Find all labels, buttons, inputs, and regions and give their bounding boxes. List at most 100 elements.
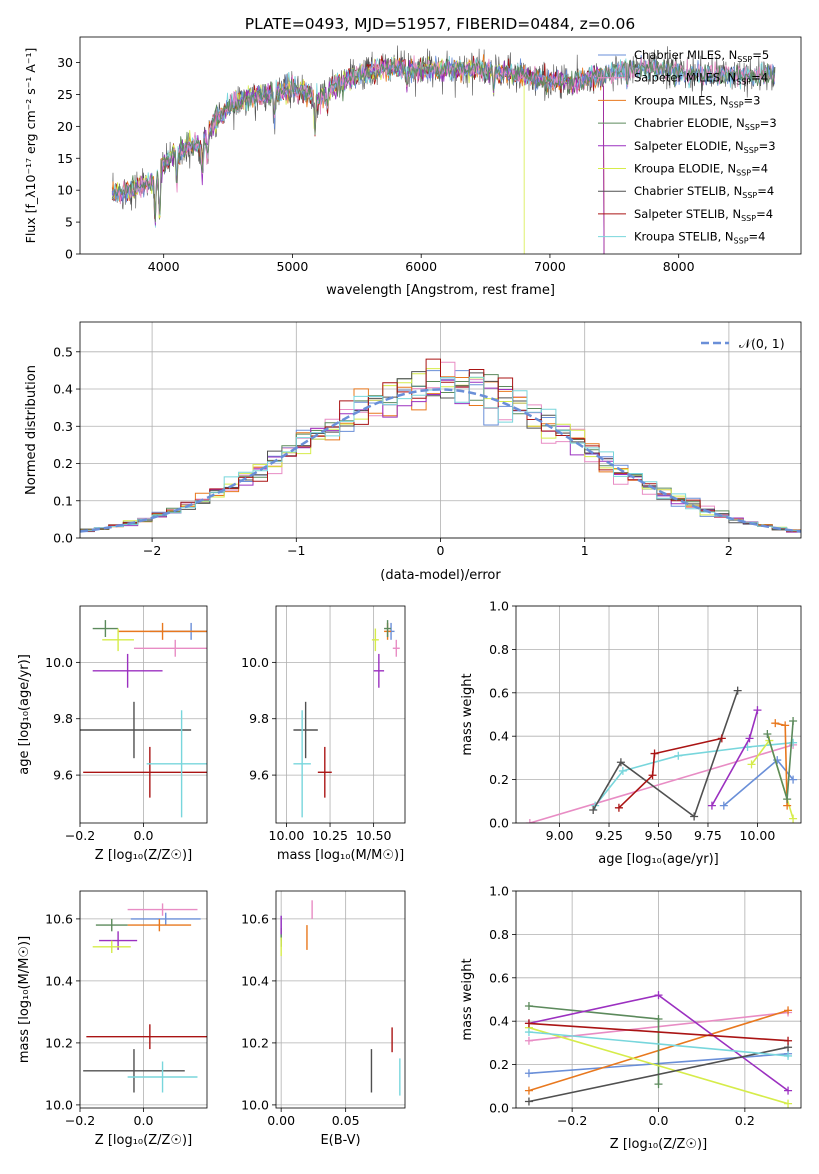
legend-suffix: =5	[752, 48, 769, 62]
y-tick-label: 0.4	[489, 1014, 509, 1029]
legend-text: Chabrier MILES, N	[634, 48, 737, 62]
y-axis-label: mass weight	[460, 673, 475, 755]
x-tick-label: 0	[437, 543, 445, 558]
y-tick-label: 0	[65, 247, 73, 262]
weight-line	[528, 1031, 789, 1057]
y-tick-label: 0.6	[489, 970, 509, 985]
weight-marker	[524, 1028, 533, 1037]
x-tick-label: 4000	[148, 259, 180, 274]
plot-frame	[79, 890, 208, 1109]
x-tick-label: −0.2	[65, 1113, 95, 1128]
plot-area	[293, 620, 400, 818]
y-tick-label: 10.2	[241, 1035, 269, 1050]
x-axis-label: Z [log₁₀(Z/Z☉)]	[610, 1137, 707, 1152]
x-tick-label: 10.25	[312, 828, 348, 843]
weight-marker	[524, 1069, 533, 1078]
legend-entry: Salpeter STELIB, NSSP=4	[634, 207, 773, 223]
weight-line	[528, 1046, 789, 1103]
legend-entry: Kroupa MILES, NSSP=3	[634, 93, 760, 109]
normal-curve	[80, 388, 801, 533]
plot-frame	[515, 890, 802, 1109]
weight-marker	[648, 771, 657, 780]
weight-marker	[589, 805, 598, 814]
weight-marker	[654, 1080, 663, 1089]
weight-marker	[616, 758, 625, 767]
mass-weight-vs-metallicity-panel: −0.2 0.0 0.2 0.0 0.2 0.4 0.6 0.8 1.0 Z [log₁₀(Z/Z…	[460, 884, 802, 1152]
x-tick-label: 9.50	[645, 828, 673, 843]
x-tick-label: −0.2	[557, 1113, 587, 1128]
y-tick-label: 10.0	[241, 655, 269, 670]
legend-suffix: =4	[756, 207, 773, 221]
x-axis-label: Z [log₁₀(Z/Z☉)]	[95, 1133, 192, 1148]
y-tick-label: 9.6	[53, 768, 73, 783]
weight-marker	[745, 734, 754, 743]
legend-text: Kroupa ELODIE, N	[634, 162, 736, 176]
plot-area	[111, 45, 776, 254]
weight-marker	[771, 719, 780, 728]
weight-marker	[524, 1036, 533, 1045]
weight-marker	[783, 795, 792, 804]
y-tick-label: 0.3	[53, 419, 73, 434]
weight-marker	[650, 749, 659, 758]
y-tick-label: 0.6	[489, 685, 509, 700]
plot-area	[80, 358, 801, 533]
y-tick-label: 10.0	[45, 1097, 73, 1112]
legend-subscript: SSP	[729, 100, 744, 109]
x-tick-label: 0.0	[649, 1113, 669, 1128]
figure-title: PLATE=0493, MJD=51957, FIBERID=0484, z=0…	[245, 15, 635, 33]
weight-marker	[614, 803, 623, 812]
y-tick-label: 0.0	[489, 816, 509, 831]
legend-subscript: SSP	[734, 237, 749, 246]
y-tick-label: 10.0	[241, 1097, 269, 1112]
spectrum-line	[111, 57, 775, 222]
age-vs-mass-panel: 10.00 10.25 10.50 9.6 9.8 10.0 mass [log₁₀(M/M…	[241, 605, 406, 863]
legend-subscript: SSP	[736, 169, 751, 178]
x-tick-label: 0.2	[735, 1113, 755, 1128]
y-tick-label: 0.8	[489, 927, 509, 942]
y-tick-label: 9.8	[249, 711, 269, 726]
weight-marker	[789, 814, 798, 823]
y-tick-label: 0.5	[53, 344, 73, 359]
y-tick-label: 10	[57, 183, 73, 198]
x-tick-label: 0.0	[134, 1113, 154, 1128]
mass-vs-metallicity-panel: −0.2 0.0 10.0 10.2 10.4 10.6 Z [log₁₀(Z/Z☉)] ma…	[17, 890, 208, 1148]
weight-marker	[654, 1015, 663, 1024]
x-tick-label: 6000	[405, 259, 437, 274]
weight-marker	[781, 721, 790, 730]
x-tick-label: 9.00	[546, 828, 574, 843]
y-tick-label: 0.2	[489, 1057, 509, 1072]
y-axis-label: Flux [f_λ10⁻¹⁷ erg cm⁻² s⁻¹ A⁻¹]	[23, 48, 38, 244]
legend-entry: Kroupa ELODIE, NSSP=4	[634, 162, 768, 178]
y-tick-label: 0.2	[489, 772, 509, 787]
weight-line	[592, 690, 739, 818]
legend-text: Salpeter STELIB, N	[634, 207, 741, 221]
plot-frame	[275, 890, 406, 1109]
weight-marker	[784, 1086, 793, 1095]
legend-suffix: =3	[744, 93, 761, 107]
x-tick-label: 10.00	[740, 828, 776, 843]
x-axis-label: Z [log₁₀(Z/Z☉)]	[95, 848, 192, 863]
weight-marker	[789, 717, 798, 726]
legend-entry: Chabrier ELODIE, NSSP=3	[634, 116, 777, 132]
mass-weight-vs-age-panel: 9.00 9.25 9.50 9.75 10.00 0.0 0.2 0.4 0.6 0.8 1.0 a…	[460, 599, 802, 867]
x-tick-label: 5000	[277, 259, 309, 274]
y-tick-label: 15	[57, 151, 73, 166]
x-axis-label: mass [log₁₀(M/M☉)]	[277, 848, 404, 863]
x-tick-label: 0.00	[267, 1113, 295, 1128]
weight-marker	[747, 760, 756, 769]
histogram-panel: −2 −1 0 1 2 0.0 0.1 0.2 0.3 0.4 0.5 (data-model)/er…	[24, 321, 802, 583]
y-tick-label: 0.0	[53, 531, 73, 546]
plot-area	[80, 620, 207, 818]
plot-frame	[79, 36, 802, 255]
weight-marker	[717, 734, 726, 743]
y-tick-label: 10.6	[45, 911, 73, 926]
weight-line	[528, 1022, 789, 1042]
x-tick-label: −1	[287, 543, 305, 558]
legend-entry: Salpeter ELODIE, NSSP=3	[634, 139, 776, 155]
plot-frame	[515, 605, 802, 824]
weight-marker	[753, 706, 762, 715]
legend-suffix: =4	[751, 162, 768, 176]
x-axis-label: E(B-V)	[320, 1133, 360, 1148]
legend-subscript: SSP	[745, 123, 760, 132]
legend-entry: Kroupa STELIB, NSSP=4	[634, 230, 765, 246]
